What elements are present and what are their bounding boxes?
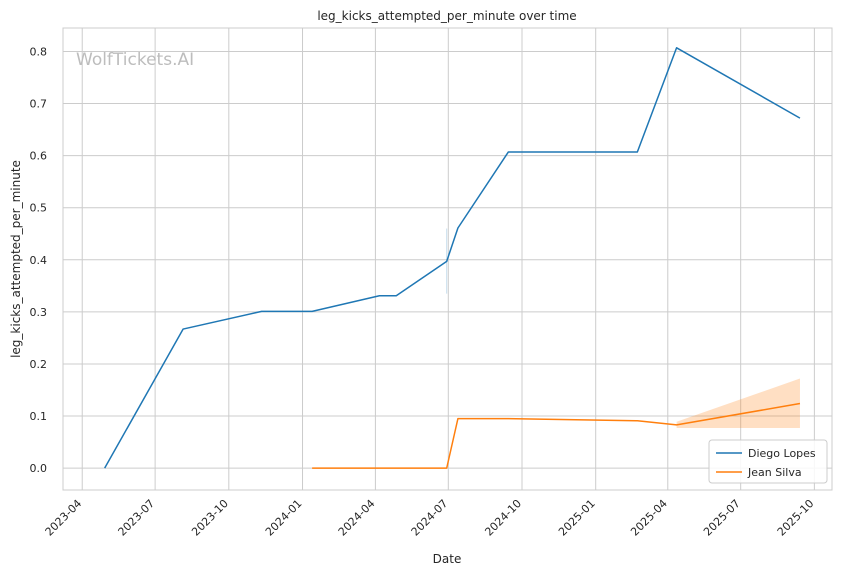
y-tick-label: 0.2 (30, 358, 48, 371)
data-point-diego-lopes (797, 116, 802, 121)
data-point-diego-lopes (310, 309, 315, 314)
y-axis-ticks: 0.0 0.1 0.2 0.3 0.4 0.5 0.6 0.7 0.8 (30, 45, 48, 475)
data-point-jean-silva (444, 466, 449, 471)
band-jean-silva (676, 378, 800, 429)
series-line-jean-silva (312, 402, 801, 469)
data-point-diego-lopes (394, 293, 399, 298)
legend-label-jean-silva: Jean Silva (747, 466, 802, 479)
data-point-diego-lopes (377, 293, 382, 298)
x-axis-label: Date (433, 552, 462, 566)
data-point-jean-silva (506, 416, 511, 421)
grid (63, 28, 832, 490)
plot-frame (62, 27, 833, 491)
data-point-jean-silva (455, 416, 460, 421)
data-point-diego-lopes (444, 259, 449, 264)
y-tick-label: 0.0 (30, 462, 48, 475)
data-point-diego-lopes (674, 45, 679, 50)
data-point-jean-silva (310, 466, 315, 471)
data-point-diego-lopes (635, 149, 640, 154)
watermark: WolfTickets.AI (76, 50, 194, 70)
series-line-diego-lopes (104, 47, 801, 469)
y-tick-label: 0.4 (30, 254, 48, 267)
y-tick-label: 0.1 (30, 410, 48, 423)
data-point-diego-lopes (506, 149, 511, 154)
y-tick-label: 0.8 (30, 45, 48, 58)
data-point-diego-lopes (455, 226, 460, 231)
y-tick-label: 0.7 (30, 98, 48, 111)
y-tick-label: 0.3 (30, 306, 48, 319)
chart-title: leg_kicks_attempted_per_minute over time (317, 9, 576, 23)
data-point-jean-silva (674, 422, 679, 427)
y-tick-label: 0.5 (30, 202, 48, 215)
data-point-jean-silva (635, 418, 640, 423)
series-lines (102, 45, 802, 471)
legend-label-diego-lopes: Diego Lopes (748, 447, 816, 460)
data-point-jean-silva (797, 401, 802, 406)
y-axis-label: leg_kicks_attempted_per_minute (9, 160, 23, 358)
data-point-diego-lopes (259, 309, 264, 314)
y-tick-label: 0.6 (30, 150, 48, 163)
legend: Diego Lopes Jean Silva (708, 439, 828, 484)
data-point-diego-lopes (181, 327, 186, 332)
data-point-diego-lopes (102, 466, 107, 471)
